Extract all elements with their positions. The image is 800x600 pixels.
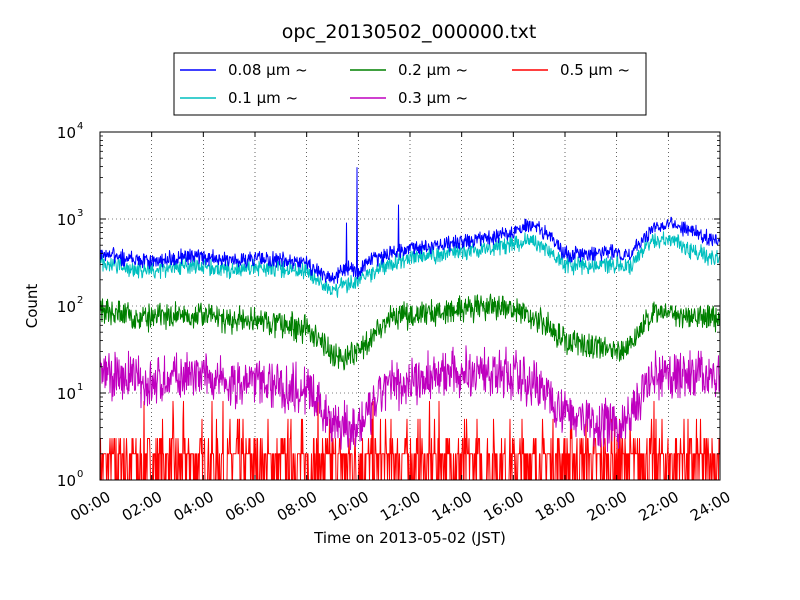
y-tick-base: 10 [57,298,76,316]
y-tick-base: 10 [57,385,76,403]
legend-label: 0.1 µm ~ [228,89,298,107]
legend-label: 0.3 µm ~ [398,89,468,107]
y-tick-base: 10 [57,472,76,490]
series-layer [99,167,721,481]
chart-title: opc_20130502_000000.txt [282,21,537,43]
series-line [99,345,721,453]
series-line [99,293,721,371]
y-tick-label: 10 3 [57,208,83,229]
plot-area [99,131,721,481]
y-tick-exponent: 0 [77,469,83,480]
legend-label: 0.2 µm ~ [398,61,468,79]
y-axis-label: Count [23,284,41,329]
y-tick-exponent: 3 [77,208,83,219]
series-line [99,167,721,284]
series-line [99,231,721,298]
y-tick-exponent: 4 [77,121,83,132]
y-tick-label: 10 2 [57,295,83,316]
y-tick-label: 10 0 [57,469,83,490]
legend-label: 0.08 µm ~ [228,61,308,79]
grid-lines [100,132,720,480]
y-tick-label: 10 1 [57,382,83,403]
y-tick-exponent: 1 [77,382,83,393]
plot-frame [99,131,721,481]
legend-label: 0.5 µm ~ [560,61,630,79]
y-tick-base: 10 [57,124,76,142]
y-tick-base: 10 [57,211,76,229]
legend: 0.08 µm ~ 0.1 µm ~ 0.2 µm ~ 0.3 µm ~ 0.5 µm … [173,52,647,116]
y-tick-exponent: 2 [77,295,83,306]
x-axis-label: Time on 2013-05-02 (JST) [313,529,506,547]
legend-frame [173,52,647,116]
y-tick-label: 10 4 [57,121,83,142]
